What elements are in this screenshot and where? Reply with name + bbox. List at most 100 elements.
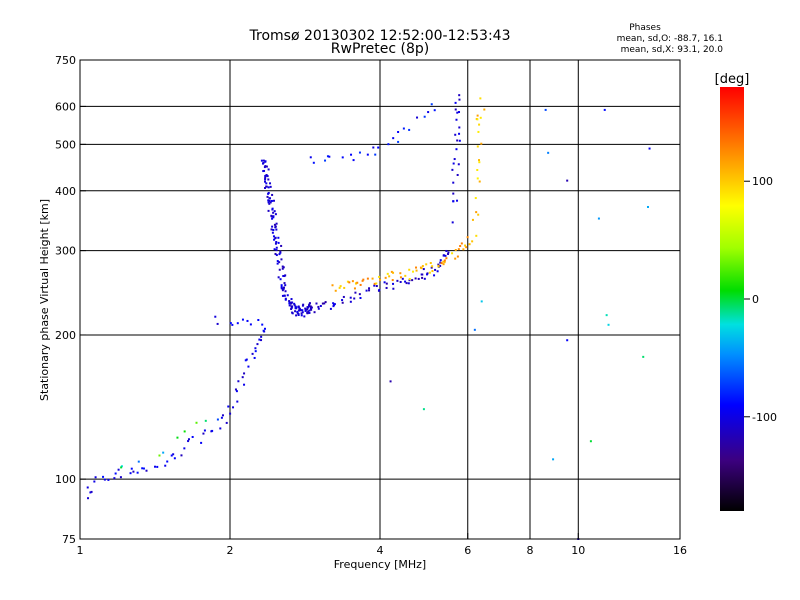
data-point (468, 243, 471, 246)
data-point (368, 289, 371, 292)
data-point (191, 435, 194, 438)
data-point (420, 267, 423, 270)
data-point (442, 260, 445, 263)
data-point (421, 276, 424, 279)
data-point (359, 297, 362, 300)
data-point (480, 142, 483, 145)
data-point (431, 270, 434, 273)
data-point (267, 168, 270, 171)
data-point (439, 264, 442, 267)
data-point (464, 244, 467, 247)
data-point (277, 276, 280, 279)
data-point (445, 249, 448, 252)
data-point (283, 275, 286, 278)
data-point (421, 273, 424, 276)
data-point (423, 115, 426, 118)
data-point (268, 197, 271, 200)
data-point (466, 236, 469, 239)
data-point (440, 262, 443, 265)
data-point (294, 305, 297, 308)
data-point (247, 365, 250, 368)
data-point (290, 308, 293, 311)
data-point (442, 263, 445, 266)
data-point (373, 282, 376, 285)
data-point (460, 242, 463, 245)
x-axis-label: Frequency [MHz] (334, 558, 426, 571)
data-point (273, 223, 276, 226)
data-point (271, 231, 274, 234)
data-point (430, 103, 433, 106)
y-tick-labels: 75 100 200 300 400 500 600 750 (55, 54, 86, 546)
data-point (408, 278, 411, 281)
data-point (132, 470, 135, 473)
data-point (374, 153, 377, 156)
data-point (113, 477, 116, 480)
data-point (332, 305, 335, 308)
data-point (475, 211, 478, 214)
data-point (307, 304, 310, 307)
stats-heading: Phases (629, 23, 661, 33)
data-point (603, 108, 606, 111)
data-point (476, 114, 479, 117)
data-point (343, 286, 346, 289)
data-point (427, 111, 430, 114)
data-point (390, 270, 393, 273)
x-tick-label: 6 (464, 544, 471, 557)
data-point (272, 215, 275, 218)
data-point (290, 305, 293, 308)
data-point (358, 151, 361, 154)
data-point (173, 457, 176, 460)
data-point (371, 277, 374, 280)
data-point (278, 261, 281, 264)
data-point (202, 432, 205, 435)
data-point (444, 254, 447, 257)
data-point (87, 497, 90, 500)
data-point (332, 302, 335, 305)
data-point (429, 262, 432, 265)
data-point (290, 298, 293, 301)
data-point (187, 440, 190, 443)
data-point (384, 276, 387, 279)
data-point (279, 251, 282, 254)
data-point (241, 318, 244, 321)
data-point (328, 155, 331, 158)
data-point (359, 283, 362, 286)
data-point (280, 284, 283, 287)
data-point (317, 305, 320, 308)
x-tick-label: 1 (77, 544, 84, 557)
data-point (172, 453, 175, 456)
data-point (170, 454, 173, 457)
data-point (425, 273, 428, 276)
data-point (447, 251, 450, 254)
data-point (401, 277, 404, 280)
data-point (272, 235, 275, 238)
data-point (422, 268, 425, 271)
data-point (270, 199, 273, 202)
data-point (262, 159, 265, 162)
data-point (279, 250, 282, 253)
data-point (456, 199, 459, 202)
data-point (646, 205, 649, 208)
data-point (244, 359, 247, 362)
data-point (249, 323, 252, 326)
data-point (478, 180, 481, 183)
data-point (332, 303, 335, 306)
data-point (271, 208, 274, 211)
data-point (265, 174, 268, 177)
data-point (300, 312, 303, 315)
data-point (308, 309, 311, 312)
data-point (279, 278, 282, 281)
data-point (288, 302, 291, 305)
data-point (405, 282, 408, 285)
data-point (350, 153, 353, 156)
data-point (245, 358, 248, 361)
data-point (232, 406, 235, 409)
data-point (277, 236, 280, 239)
data-point (458, 94, 461, 97)
data-point (297, 313, 300, 316)
colorbar-label: [deg] (715, 72, 750, 87)
data-point (648, 147, 651, 150)
data-point (452, 200, 455, 203)
data-point (459, 245, 462, 248)
data-point (308, 302, 311, 305)
